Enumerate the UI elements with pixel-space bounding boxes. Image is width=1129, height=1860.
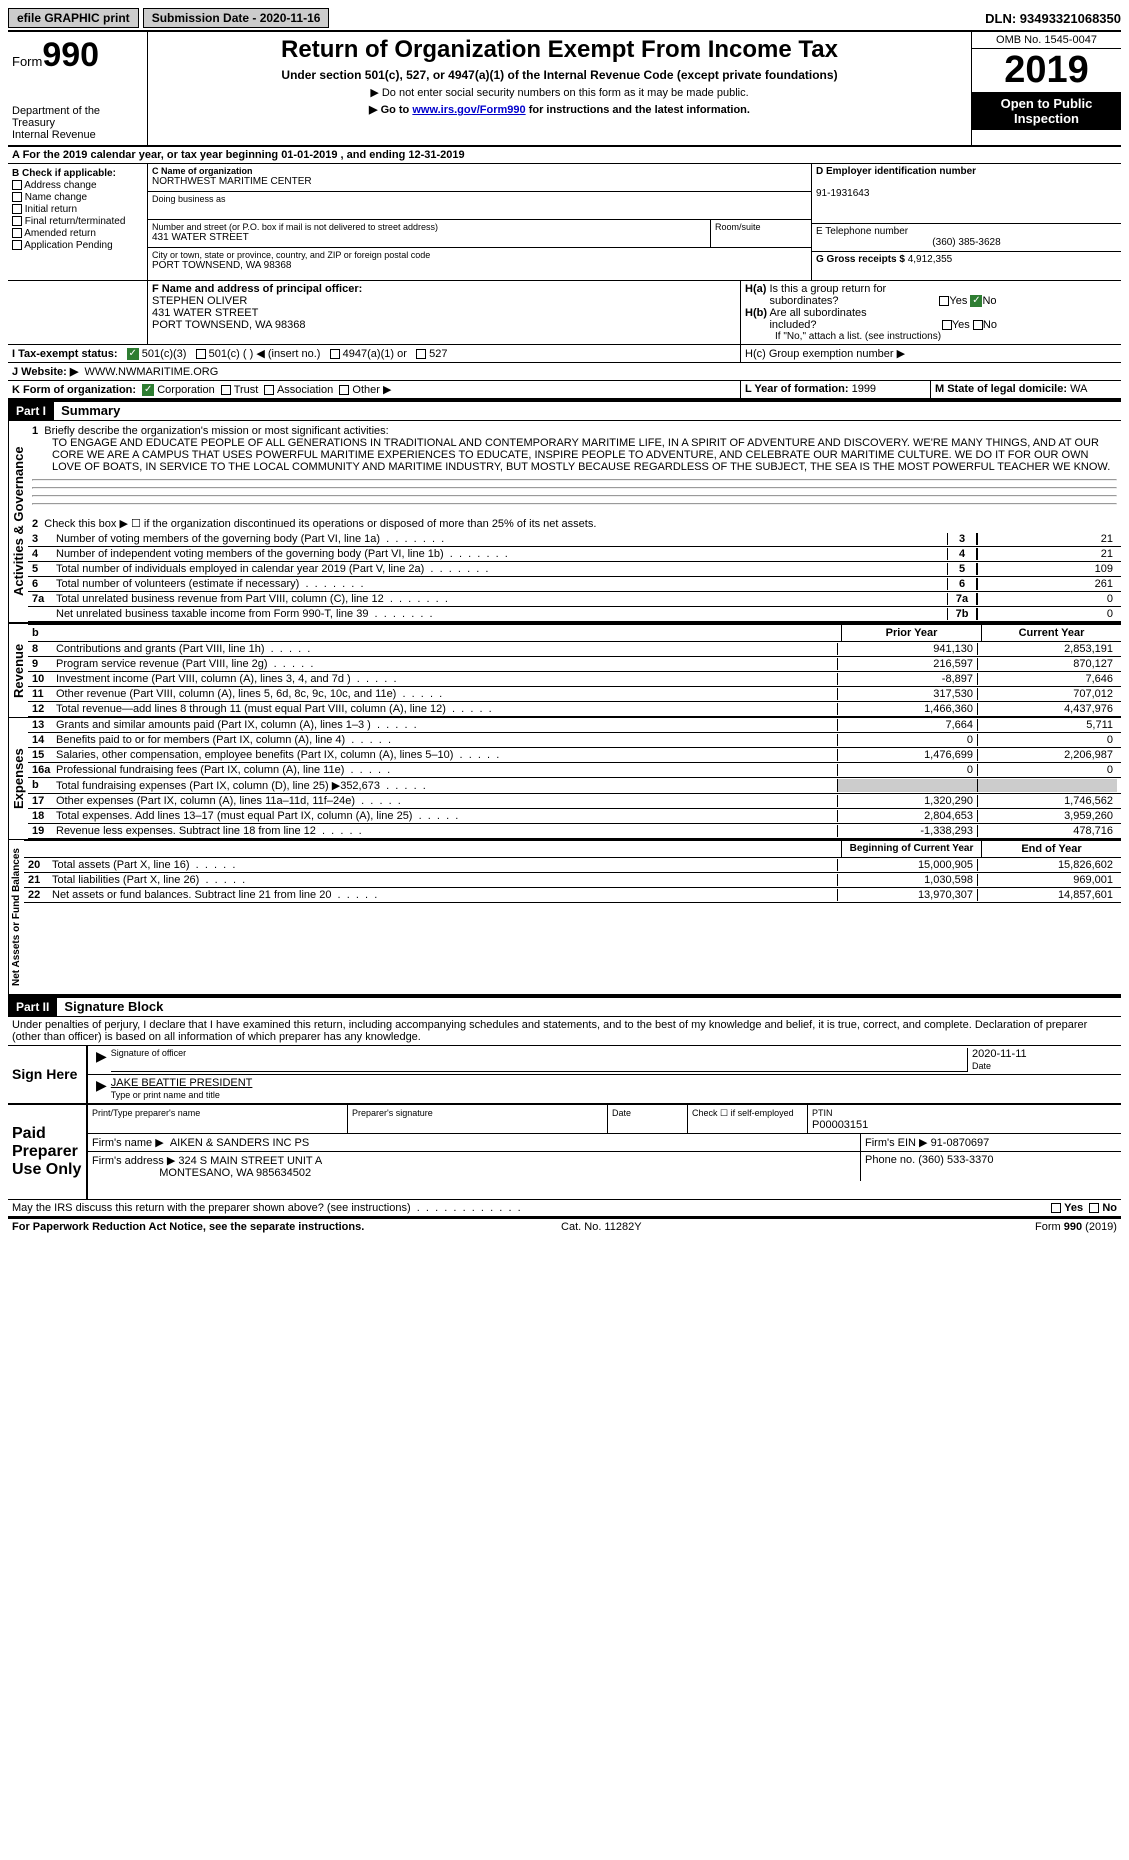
net-assets-label: Net Assets or Fund Balances [8,840,24,994]
line-21: 21Total liabilities (Part X, line 26) . … [24,873,1121,888]
inspection-label: Open to Public Inspection [972,92,1121,130]
line-4: 4Number of independent voting members of… [28,547,1121,562]
line-9: 9Program service revenue (Part VIII, lin… [28,657,1121,672]
line-8: 8Contributions and grants (Part VIII, li… [28,642,1121,657]
line-: Net unrelated business taxable income fr… [28,607,1121,622]
line-b: bTotal fundraising expenses (Part IX, co… [28,778,1121,794]
line-7a: 7aTotal unrelated business revenue from … [28,592,1121,607]
ptin: P00003151 [812,1119,868,1131]
state-domicile: WA [1070,383,1087,395]
paid-preparer-label: Paid Preparer Use Only [8,1105,88,1199]
submission-date-button[interactable]: Submission Date - 2020-11-16 [143,8,330,28]
line-10: 10Investment income (Part VIII, column (… [28,672,1121,687]
address-change-checkbox[interactable] [12,180,22,190]
org-name: NORTHWEST MARITIME CENTER [152,176,807,187]
other-checkbox[interactable] [339,385,349,395]
irs-link[interactable]: www.irs.gov/Form990 [412,104,525,116]
gross-receipts: 4,912,355 [908,254,953,265]
trust-checkbox[interactable] [221,385,231,395]
row-a: A For the 2019 calendar year, or tax yea… [8,147,1121,164]
hb-yes-checkbox[interactable] [942,320,952,330]
501c3-checkbox[interactable]: ✓ [127,348,139,360]
dln-label: DLN: 93493321068350 [985,11,1121,26]
org-address: 431 WATER STREET [152,232,706,243]
4947-checkbox[interactable] [330,349,340,359]
line-12: 12Total revenue—add lines 8 through 11 (… [28,702,1121,717]
officer-name: STEPHEN OLIVER [152,295,247,307]
line-11: 11Other revenue (Part VIII, column (A), … [28,687,1121,702]
sign-here-label: Sign Here [8,1046,88,1103]
501c-checkbox[interactable] [196,349,206,359]
activities-governance-label: Activities & Governance [8,421,28,622]
discuss-yes-checkbox[interactable] [1051,1203,1061,1213]
line-16a: 16aProfessional fundraising fees (Part I… [28,763,1121,778]
initial-return-checkbox[interactable] [12,204,22,214]
col-b-checkboxes: B Check if applicable: Address change Na… [8,164,148,280]
firm-phone: (360) 533-3370 [918,1154,993,1166]
org-city: PORT TOWNSEND, WA 98368 [152,260,807,271]
expenses-label: Expenses [8,718,28,839]
firm-address: 324 S MAIN STREET UNIT A [178,1155,322,1167]
tax-year: 2019 [972,49,1121,92]
form-label: Form [12,54,42,69]
ein-value: 91-1931643 [816,188,869,199]
efile-print-button[interactable]: efile GRAPHIC print [8,8,139,28]
telephone: (360) 385-3628 [816,237,1117,248]
revenue-label: Revenue [8,624,28,717]
line-17: 17Other expenses (Part IX, column (A), l… [28,794,1121,809]
sig-date: 2020-11-11 [972,1048,1027,1060]
note-link-post: for instructions and the latest informat… [526,104,750,116]
corp-checkbox[interactable]: ✓ [142,384,154,396]
line-20: 20Total assets (Part X, line 16) . . . .… [24,858,1121,873]
assoc-checkbox[interactable] [264,385,274,395]
form-title: Return of Organization Exempt From Incom… [156,36,963,64]
officer-name-title: JAKE BEATTIE PRESIDENT [111,1077,253,1089]
amended-return-checkbox[interactable] [12,228,22,238]
note-ssn: ▶ Do not enter social security numbers o… [156,86,963,99]
perjury-statement: Under penalties of perjury, I declare th… [8,1017,1121,1045]
line-13: 13Grants and similar amounts paid (Part … [28,718,1121,733]
mission-text: TO ENGAGE AND EDUCATE PEOPLE OF ALL GENE… [32,437,1117,473]
final-return-checkbox[interactable] [12,216,22,226]
line-14: 14Benefits paid to or for members (Part … [28,733,1121,748]
part1-header: Part I [8,402,54,420]
527-checkbox[interactable] [416,349,426,359]
part2-title: Signature Block [64,999,163,1014]
footer-left: For Paperwork Reduction Act Notice, see … [12,1221,364,1233]
year-formed: 1999 [852,383,876,395]
form-subtitle: Under section 501(c), 527, or 4947(a)(1)… [156,68,963,82]
form-number: 990 [42,36,99,74]
note-link-pre: ▶ Go to [369,104,412,116]
line-18: 18Total expenses. Add lines 13–17 (must … [28,809,1121,824]
firm-name: AIKEN & SANDERS INC PS [170,1137,309,1149]
omb-number: OMB No. 1545-0047 [972,32,1121,49]
line-22: 22Net assets or fund balances. Subtract … [24,888,1121,903]
part1-title: Summary [61,403,120,418]
discuss-no-checkbox[interactable] [1089,1203,1099,1213]
line-5: 5Total number of individuals employed in… [28,562,1121,577]
line-19: 19Revenue less expenses. Subtract line 1… [28,824,1121,839]
ha-no-checkbox[interactable]: ✓ [970,295,982,307]
application-pending-checkbox[interactable] [12,240,22,250]
line-15: 15Salaries, other compensation, employee… [28,748,1121,763]
ha-yes-checkbox[interactable] [939,296,949,306]
part2-header: Part II [8,998,57,1016]
line-3: 3Number of voting members of the governi… [28,532,1121,547]
hc-group-exemption: H(c) Group exemption number ▶ [741,345,1121,362]
form-header: Form990 Department of the Treasury Inter… [8,32,1121,147]
cat-number: Cat. No. 11282Y [561,1221,642,1233]
hb-no-checkbox[interactable] [973,320,983,330]
name-change-checkbox[interactable] [12,192,22,202]
dept-label: Department of the Treasury Internal Reve… [12,105,143,141]
firm-ein: 91-0870697 [931,1137,990,1149]
top-bar: efile GRAPHIC print Submission Date - 20… [8,8,1121,32]
line-6: 6Total number of volunteers (estimate if… [28,577,1121,592]
website: WWW.NWMARITIME.ORG [84,366,218,378]
